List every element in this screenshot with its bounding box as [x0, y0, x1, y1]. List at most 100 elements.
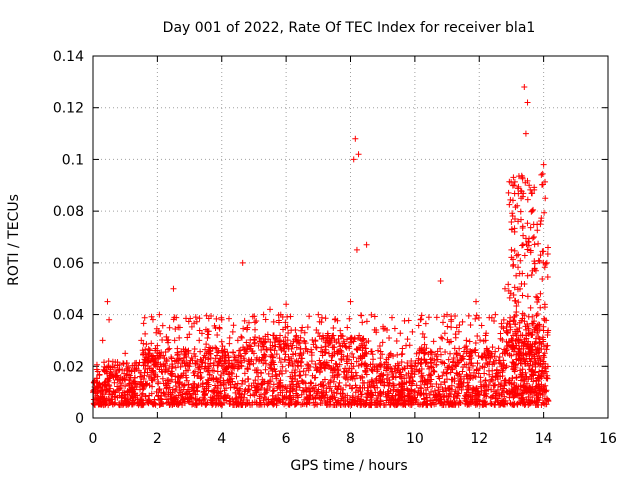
data-point: [267, 338, 274, 345]
data-point: [537, 252, 544, 259]
data-point: [318, 364, 325, 371]
data-point: [344, 324, 351, 331]
data-point: [464, 401, 471, 408]
data-point: [511, 247, 518, 254]
data-point: [513, 374, 520, 381]
data-point: [515, 337, 522, 344]
data-point: [262, 333, 269, 340]
data-point: [520, 232, 527, 239]
data-point: [374, 368, 381, 375]
data-point: [467, 322, 474, 329]
data-point: [336, 340, 343, 347]
chart-title: Day 001 of 2022, Rate Of TEC Index for r…: [163, 20, 536, 36]
data-point: [282, 319, 289, 326]
data-point: [166, 324, 173, 331]
data-point: [539, 170, 546, 177]
data-point: [524, 272, 531, 279]
data-point: [509, 197, 516, 204]
data-point: [455, 328, 462, 335]
data-point: [437, 351, 444, 358]
data-point: [506, 321, 513, 328]
data-point: [214, 392, 221, 399]
data-point: [442, 349, 449, 356]
data-point: [383, 356, 390, 363]
data-point: [313, 344, 320, 351]
data-point: [425, 351, 432, 358]
data-point: [257, 399, 264, 406]
data-point: [398, 359, 405, 366]
data-point: [120, 360, 127, 367]
data-point: [176, 334, 183, 341]
data-point: [272, 395, 279, 402]
data-point: [531, 341, 538, 348]
data-point: [183, 374, 190, 381]
data-point: [519, 241, 526, 248]
data-point: [492, 348, 499, 355]
data-point: [155, 393, 162, 400]
data-point: [203, 385, 210, 392]
data-point: [449, 358, 456, 365]
data-point: [238, 353, 245, 360]
data-point: [410, 399, 417, 406]
data-point: [428, 359, 435, 366]
data-point: [193, 360, 200, 367]
data-point: [215, 378, 222, 385]
data-point: [471, 393, 478, 400]
data-point: [381, 379, 388, 386]
data-point: [312, 361, 319, 368]
data-point: [260, 311, 267, 318]
data-point: [498, 380, 505, 387]
data-point: [528, 320, 535, 327]
data-point: [139, 386, 146, 393]
data-point: [477, 337, 484, 344]
data-point: [533, 312, 540, 319]
data-point: [275, 317, 282, 324]
data-point: [254, 401, 261, 408]
data-point: [103, 364, 110, 371]
data-point: [150, 368, 157, 375]
data-point: [418, 312, 425, 319]
data-point: [445, 356, 452, 363]
data-point: [346, 356, 353, 363]
data-point: [527, 384, 534, 391]
data-point: [440, 401, 447, 408]
data-point: [304, 324, 311, 331]
x-axis-label: GPS time / hours: [290, 458, 407, 474]
data-point: [226, 395, 233, 402]
data-point: [160, 363, 167, 370]
data-point: [188, 323, 195, 330]
data-point: [449, 376, 456, 383]
data-point: [467, 360, 474, 367]
data-point: [471, 372, 478, 379]
data-point: [542, 195, 549, 202]
data-point: [221, 346, 228, 353]
data-point: [216, 355, 223, 362]
data-point: [334, 386, 341, 393]
data-point: [373, 363, 380, 370]
data-point: [257, 369, 264, 376]
data-point: [273, 402, 280, 409]
data-point: [94, 389, 101, 396]
data-point: [327, 383, 334, 390]
data-point: [219, 401, 226, 408]
data-point: [335, 335, 342, 342]
data-point: [290, 338, 297, 345]
data-point: [250, 391, 257, 398]
data-point: [347, 335, 354, 342]
data-point: [517, 367, 524, 374]
data-point: [230, 349, 237, 356]
data-point: [354, 345, 361, 352]
data-point: [141, 314, 148, 321]
data-point: [521, 84, 528, 91]
data-point: [240, 325, 247, 332]
data-point: [508, 218, 515, 225]
data-point: [326, 363, 333, 370]
data-point: [229, 328, 236, 335]
data-point: [463, 343, 470, 350]
data-point: [318, 395, 325, 402]
data-point: [535, 381, 542, 388]
data-point: [232, 381, 239, 388]
data-point: [292, 390, 299, 397]
data-point: [218, 338, 225, 345]
data-point: [524, 99, 531, 106]
